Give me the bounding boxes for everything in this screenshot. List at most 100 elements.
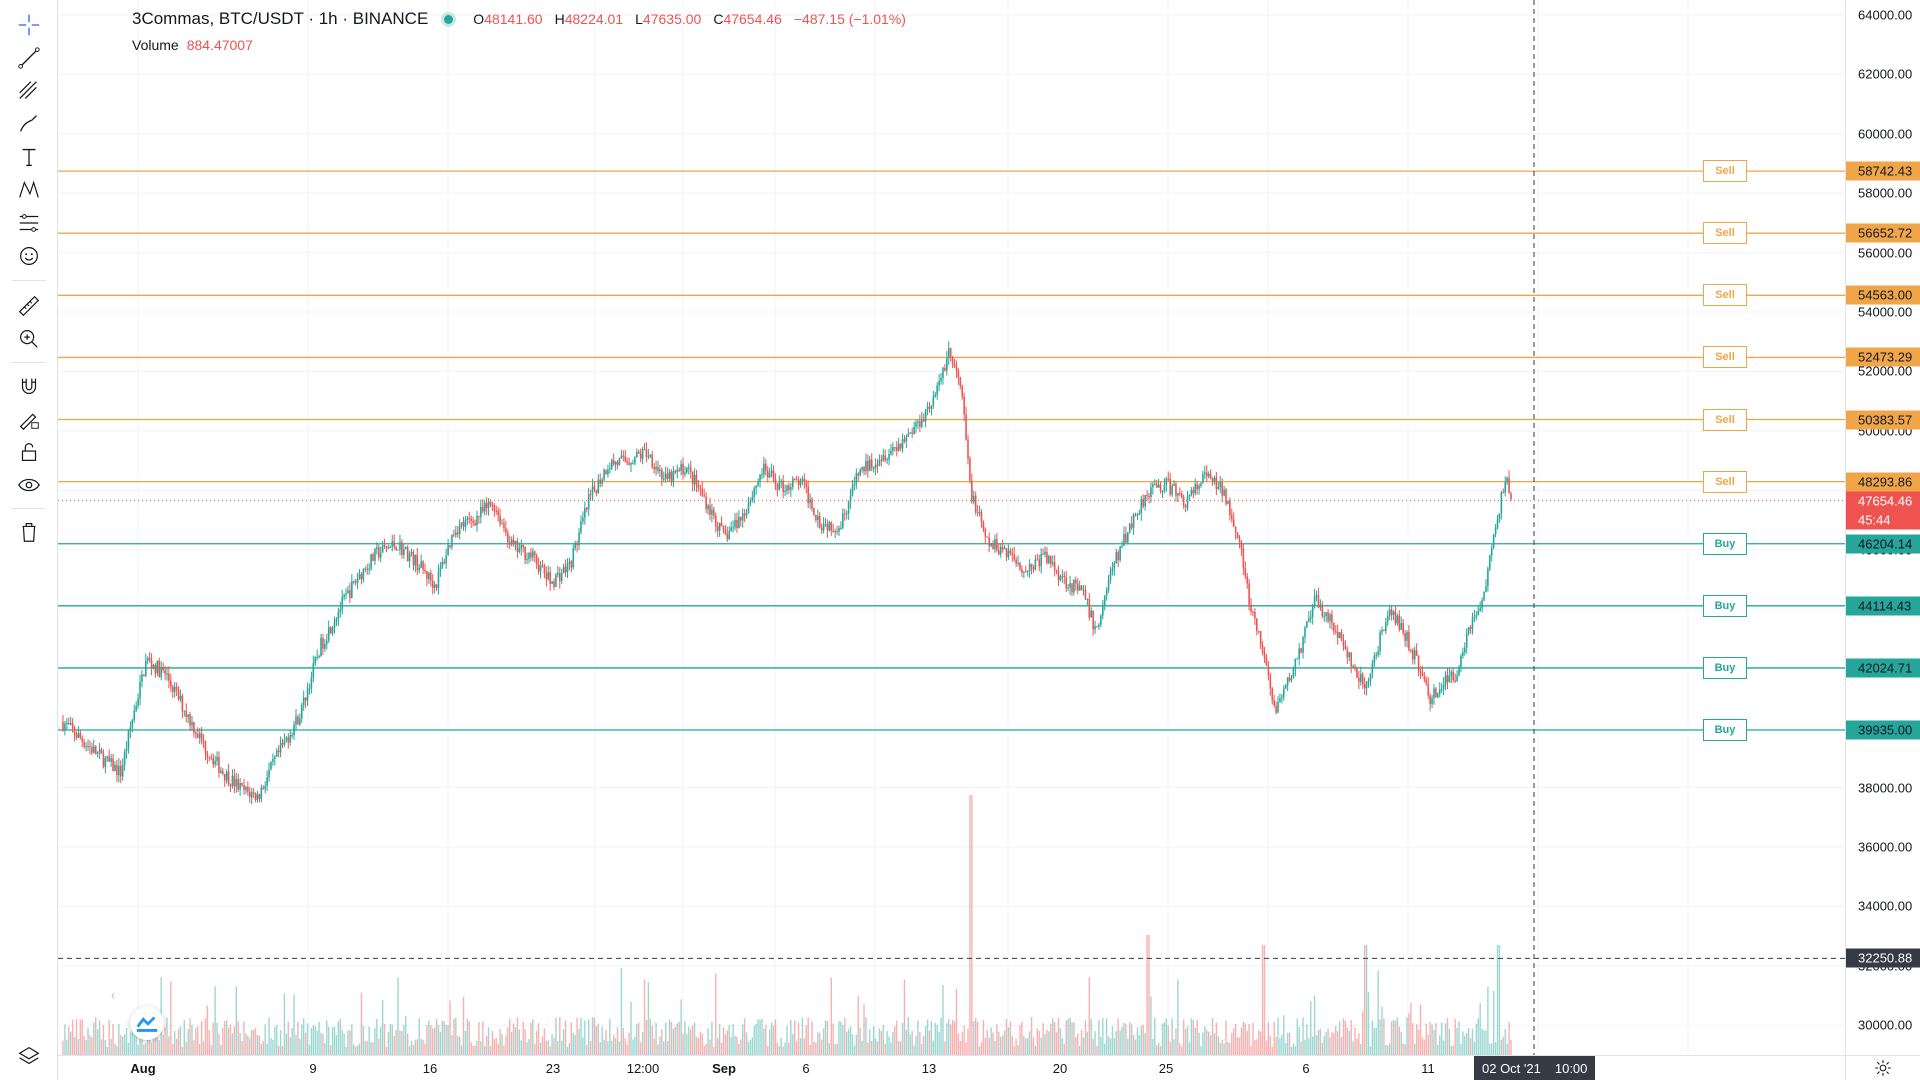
volume-bar — [210, 1045, 212, 1055]
eye-icon[interactable] — [9, 469, 49, 501]
sell-order-label[interactable]: Sell — [1703, 470, 1747, 493]
candle-body — [1109, 571, 1112, 581]
candle-body — [223, 773, 226, 781]
candle-body — [676, 469, 679, 473]
order-price-label[interactable]: 42024.71 — [1846, 658, 1920, 678]
candle-body — [686, 467, 688, 473]
order-price-label[interactable]: 39935.00 — [1846, 720, 1920, 740]
volume-bar — [1254, 1040, 1256, 1055]
layers-icon[interactable] — [9, 1040, 49, 1072]
candle-body — [753, 488, 756, 497]
ruler-icon[interactable] — [9, 290, 49, 322]
volume-bar — [672, 1028, 675, 1055]
candle-body — [778, 482, 781, 490]
lock-drawing-icon[interactable] — [9, 403, 49, 435]
order-price-label[interactable]: 58742.43 — [1846, 161, 1920, 181]
volume-bar — [1327, 1028, 1329, 1055]
order-price-label[interactable]: 46204.14 — [1846, 534, 1920, 554]
volume-bar — [547, 1040, 549, 1055]
volume-bar — [1340, 1036, 1343, 1055]
volume-bar — [582, 1037, 584, 1055]
volume-bar — [705, 1043, 707, 1055]
sell-order-label[interactable]: Sell — [1703, 408, 1747, 431]
buy-order-label[interactable]: Buy — [1703, 594, 1747, 617]
sell-order-label[interactable]: Sell — [1703, 222, 1747, 245]
candle-body — [994, 538, 996, 549]
buy-order-label[interactable]: Buy — [1703, 656, 1747, 679]
order-price-label[interactable]: 48293.86 — [1846, 472, 1920, 492]
candle-body — [560, 573, 563, 581]
sell-order-label[interactable]: Sell — [1703, 160, 1747, 183]
chart-pane[interactable]: 3Commas, BTC/USDT · 1h · BINANCE O48141.… — [58, 0, 1845, 1055]
emoji-icon[interactable] — [9, 240, 49, 272]
volume-bar — [1427, 1034, 1429, 1055]
crosshair-icon[interactable] — [9, 9, 49, 41]
candle-body — [971, 480, 973, 502]
candle-body — [1075, 579, 1077, 584]
candle-body — [1051, 562, 1054, 564]
tradingview-logo-icon[interactable] — [130, 1006, 164, 1040]
volume-bar — [414, 1039, 417, 1055]
candle-body — [1153, 483, 1156, 485]
volume-bar — [649, 1018, 651, 1055]
volume-bar — [1392, 1020, 1395, 1055]
candle-body — [541, 565, 544, 567]
volume-bar — [208, 1030, 211, 1055]
brush-icon[interactable] — [9, 108, 49, 140]
volume-bar — [782, 1046, 784, 1055]
candle-body — [1209, 473, 1212, 479]
order-price-label[interactable]: 54563.00 — [1846, 285, 1920, 305]
candle-body — [612, 459, 615, 465]
symbol-title[interactable]: 3Commas, BTC/USDT · 1h · BINANCE — [132, 9, 429, 28]
buy-order-label[interactable]: Buy — [1703, 532, 1747, 555]
volume-bar — [984, 1037, 987, 1055]
price-chart[interactable] — [58, 0, 1845, 1055]
candle-body — [982, 521, 985, 530]
candle-body — [1462, 652, 1464, 656]
prediction-icon[interactable] — [9, 207, 49, 239]
candle-body — [331, 627, 334, 634]
volume-bar — [1050, 1023, 1052, 1055]
volume-bar — [651, 1025, 653, 1055]
lock-icon[interactable] — [9, 436, 49, 468]
candle-body — [77, 733, 80, 738]
candle-body — [978, 511, 981, 513]
volume-bar — [528, 1039, 530, 1055]
candle-body — [1088, 599, 1091, 618]
price-axis[interactable]: 64000.00 62000.00 60000.00 58000.00 56000.00… — [1845, 0, 1920, 1055]
candle-body — [141, 674, 143, 682]
candle-body — [784, 490, 786, 493]
volume-bar — [1390, 1021, 1393, 1055]
pattern-icon[interactable] — [9, 174, 49, 206]
order-price-label[interactable]: 52473.29 — [1846, 347, 1920, 367]
candle-body — [1338, 632, 1341, 639]
settings-gear-icon[interactable] — [1845, 1055, 1920, 1080]
magnet-icon[interactable] — [9, 370, 49, 402]
volume-bar — [1294, 1046, 1297, 1055]
candle-body — [780, 480, 783, 483]
trend-line-icon[interactable] — [9, 42, 49, 74]
volume-bar — [370, 1042, 372, 1055]
zoom-icon[interactable] — [9, 323, 49, 355]
volume-bar — [1231, 1032, 1233, 1055]
collapse-arrow-icon[interactable]: ‹ — [111, 988, 115, 1002]
fib-icon[interactable] — [9, 75, 49, 107]
text-icon[interactable] — [9, 141, 49, 173]
candle-body — [693, 475, 696, 485]
sell-order-label[interactable]: Sell — [1703, 346, 1747, 369]
candle-body — [1286, 677, 1289, 686]
order-price-label[interactable]: 56652.72 — [1846, 223, 1920, 243]
candle-body — [1063, 575, 1066, 578]
volume-bar — [1367, 991, 1370, 1055]
sell-order-label[interactable]: Sell — [1703, 284, 1747, 307]
trash-icon[interactable] — [9, 516, 49, 548]
candle-body — [424, 569, 426, 572]
candle-body — [793, 478, 796, 480]
buy-order-label[interactable]: Buy — [1703, 719, 1747, 742]
candle-body — [1390, 609, 1393, 615]
volume-bar — [967, 1028, 969, 1055]
order-price-label[interactable]: 44114.43 — [1846, 596, 1920, 616]
order-price-label[interactable]: 50383.57 — [1846, 410, 1920, 430]
volume-bar — [71, 1019, 74, 1055]
